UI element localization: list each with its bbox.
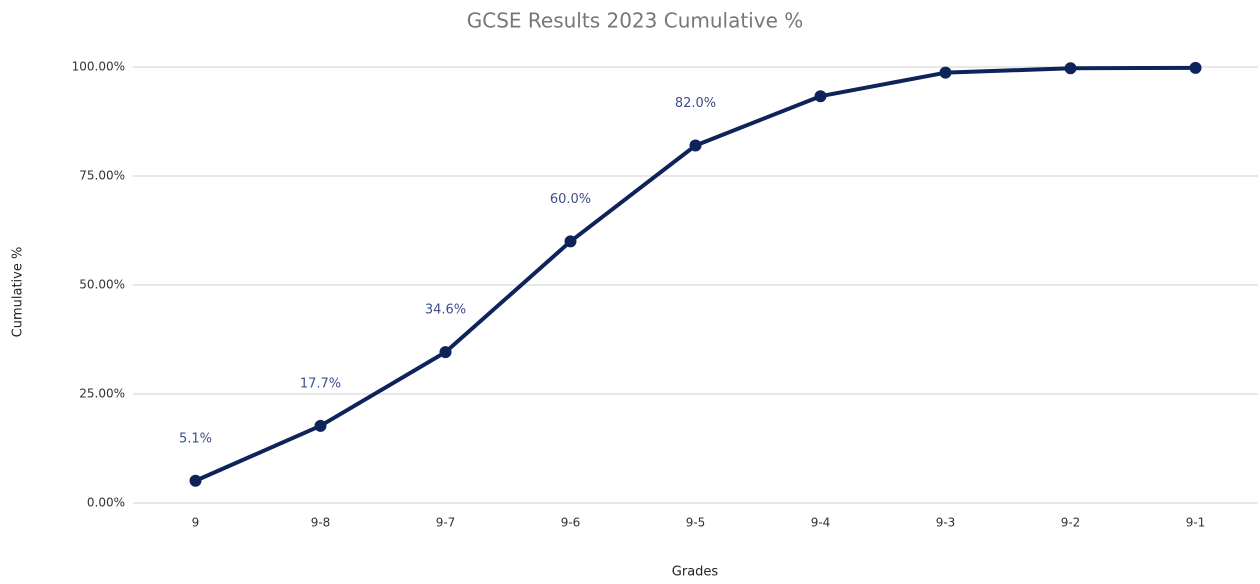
point [189, 474, 202, 487]
x-tick-label: 9 [192, 516, 200, 530]
x-tick-label: 9-4 [811, 516, 831, 530]
point [939, 66, 952, 79]
data-label: 60.0% [550, 192, 591, 207]
y-tick-label: 25.00% [79, 387, 125, 401]
y-tick-label: 50.00% [79, 278, 125, 292]
y-tick-label: 100.00% [72, 60, 125, 74]
y-axis-title: Cumulative % [11, 247, 26, 338]
y-tick-label: 75.00% [79, 169, 125, 183]
x-tick-label: 9-3 [936, 516, 956, 530]
point [814, 90, 827, 103]
x-tick-label: 9-7 [436, 516, 456, 530]
data-label: 82.0% [675, 96, 716, 111]
point [689, 139, 702, 152]
x-tick-label: 9-2 [1061, 516, 1081, 530]
point [439, 346, 452, 359]
x-tick-label: 9-1 [1186, 516, 1206, 530]
line [194, 65, 1196, 483]
x-tick-label: 9-8 [311, 516, 331, 530]
data-label: 17.7% [300, 376, 341, 391]
point [1189, 61, 1202, 74]
data-label: 34.6% [425, 303, 466, 318]
point [564, 235, 577, 248]
point [1064, 62, 1077, 75]
point [314, 419, 327, 432]
chart-title: GCSE Results 2023 Cumulative % [467, 9, 804, 33]
y-tick-label: 0.00% [87, 496, 125, 510]
x-tick-label: 9-5 [686, 516, 706, 530]
data-label: 5.1% [179, 431, 212, 446]
x-axis-title: Grades [672, 565, 719, 580]
x-tick-label: 9-6 [561, 516, 581, 530]
